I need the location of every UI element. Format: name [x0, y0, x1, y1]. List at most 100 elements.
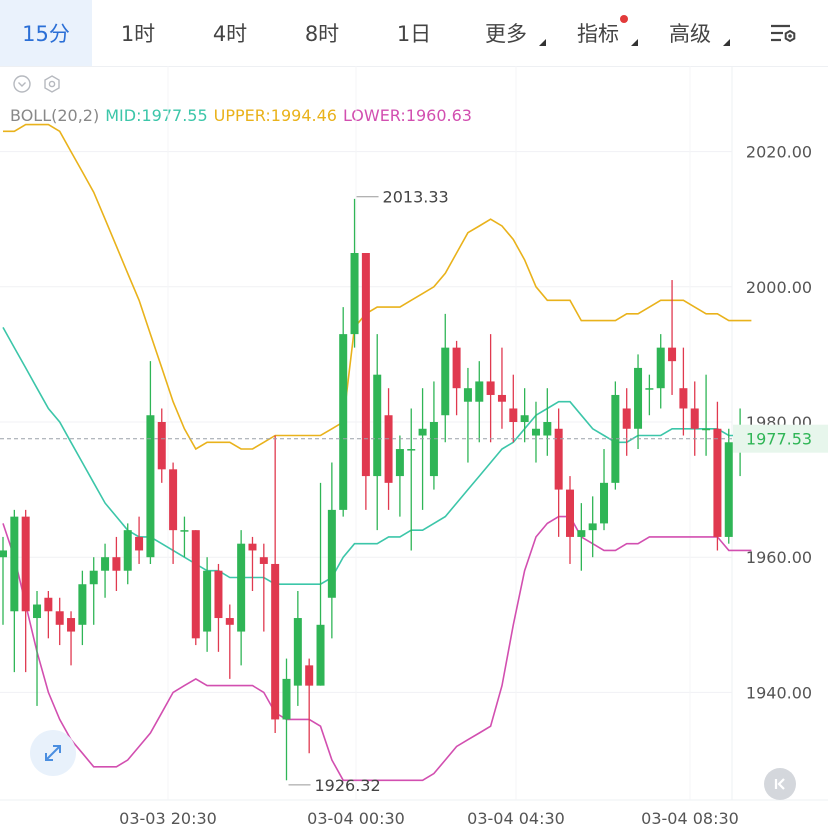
candle — [531, 401, 540, 463]
candle — [577, 503, 586, 571]
candle — [656, 334, 665, 409]
candle — [259, 543, 268, 632]
candle — [384, 388, 393, 510]
candle — [452, 340, 461, 416]
candle-body — [21, 516, 30, 612]
candle — [475, 361, 484, 443]
settings-hex-icon[interactable] — [42, 74, 62, 94]
candle-body — [452, 347, 461, 389]
candle — [282, 658, 291, 781]
candle-body — [271, 563, 280, 720]
candle — [237, 530, 246, 666]
high-price-label: 2013.33 — [383, 188, 449, 207]
candle-body — [622, 408, 631, 429]
tab-1day[interactable]: 1日 — [368, 0, 460, 66]
candle-body — [225, 618, 234, 625]
candle-body — [486, 381, 495, 395]
candle — [10, 509, 19, 673]
notification-dot-icon — [620, 15, 628, 23]
candle-body — [656, 347, 665, 389]
candle-body — [55, 611, 64, 625]
candle-body — [191, 530, 200, 639]
chart-settings-icon — [771, 24, 796, 43]
candle-body — [600, 482, 609, 524]
candle — [724, 428, 733, 544]
collapse-icon[interactable] — [12, 74, 32, 94]
candle-body — [169, 469, 178, 531]
candle-body — [668, 347, 677, 362]
candle-body — [33, 604, 42, 619]
timeframe-tabbar: 15分 1时 4时 8时 1日 更多 指标 高级 — [0, 0, 828, 67]
candle-body — [123, 530, 132, 571]
candle-body — [361, 253, 370, 477]
candle — [441, 313, 450, 443]
tab-advanced[interactable]: 高级 — [644, 0, 736, 66]
candle — [180, 516, 189, 558]
candle-body — [293, 618, 302, 686]
candle-body — [44, 597, 53, 612]
candle-body — [679, 388, 688, 409]
x-tick-label: 03-04 00:30 — [307, 809, 405, 828]
tab-4hour[interactable]: 4时 — [184, 0, 276, 66]
tab-label: 1时 — [120, 22, 156, 46]
candle — [463, 367, 472, 463]
dropdown-corner-icon — [723, 39, 730, 46]
candle — [55, 597, 64, 646]
candle — [395, 435, 404, 517]
candle-body — [463, 388, 472, 402]
tab-1hour[interactable]: 1时 — [92, 0, 184, 66]
candle-body — [554, 428, 563, 490]
candle — [327, 462, 336, 639]
candle-body — [418, 428, 427, 436]
candle — [214, 563, 223, 652]
candle-body — [203, 570, 212, 632]
candle-body — [566, 489, 574, 537]
candle — [611, 381, 620, 490]
y-tick-label: 1940.00 — [746, 683, 812, 702]
tab-more[interactable]: 更多 — [460, 0, 552, 66]
candle — [135, 516, 144, 564]
candle — [21, 509, 30, 673]
y-tick-label: 2000.00 — [746, 278, 812, 297]
candle-body — [10, 516, 19, 612]
candle — [486, 334, 495, 443]
x-tick-label: 03-04 08:30 — [641, 809, 739, 828]
candle-body — [339, 334, 348, 510]
skip-back-button[interactable] — [764, 768, 796, 800]
candle — [566, 476, 574, 564]
tab-label: 8时 — [304, 22, 340, 46]
tab-indicators[interactable]: 指标 — [552, 0, 644, 66]
candle — [373, 334, 382, 531]
candle — [509, 374, 518, 443]
candle — [588, 496, 597, 558]
candle — [407, 408, 416, 551]
candle — [497, 347, 506, 429]
candle — [690, 381, 699, 456]
tab-label: 高级 — [669, 22, 711, 46]
candle-body — [611, 394, 620, 483]
candle-body — [78, 584, 87, 625]
chart-settings-button[interactable] — [768, 18, 798, 48]
tab-label: 1日 — [396, 22, 432, 46]
candle — [554, 408, 563, 537]
candle — [89, 557, 98, 625]
candle — [634, 354, 643, 450]
tab-8hour[interactable]: 8时 — [276, 0, 368, 66]
candle — [339, 307, 348, 517]
candle — [157, 408, 166, 483]
candle-body — [577, 530, 586, 537]
candle — [78, 570, 87, 646]
dropdown-corner-icon — [631, 39, 638, 46]
last-price-tag — [733, 424, 828, 453]
candle — [112, 536, 121, 591]
candle — [305, 658, 314, 754]
tab-15min[interactable]: 15分 — [0, 0, 92, 66]
candle — [248, 536, 257, 591]
candle-body — [702, 428, 711, 431]
candle-body — [146, 415, 155, 558]
boll-name: BOLL(20,2) — [10, 106, 100, 125]
candle — [622, 388, 631, 456]
expand-button[interactable] — [30, 730, 76, 776]
candle — [679, 347, 688, 436]
